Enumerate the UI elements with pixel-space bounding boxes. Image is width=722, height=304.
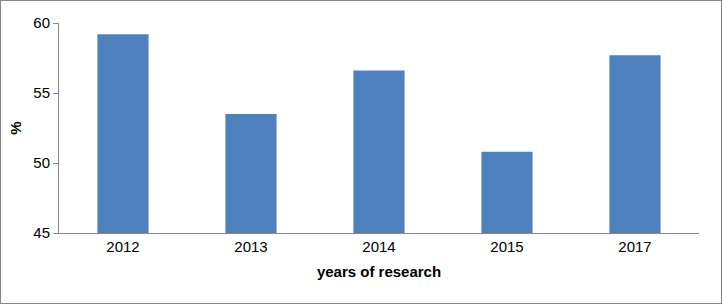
svg-text:45: 45 [33,224,50,241]
svg-text:55: 55 [33,84,50,101]
svg-text:2012: 2012 [106,238,139,255]
svg-text:%: % [7,121,24,134]
svg-text:years of research: years of research [317,263,441,280]
svg-text:2013: 2013 [234,238,267,255]
svg-text:2015: 2015 [490,238,523,255]
svg-text:50: 50 [33,154,50,171]
svg-text:60: 60 [33,14,50,31]
svg-text:2014: 2014 [362,238,395,255]
svg-text:2017: 2017 [618,238,651,255]
